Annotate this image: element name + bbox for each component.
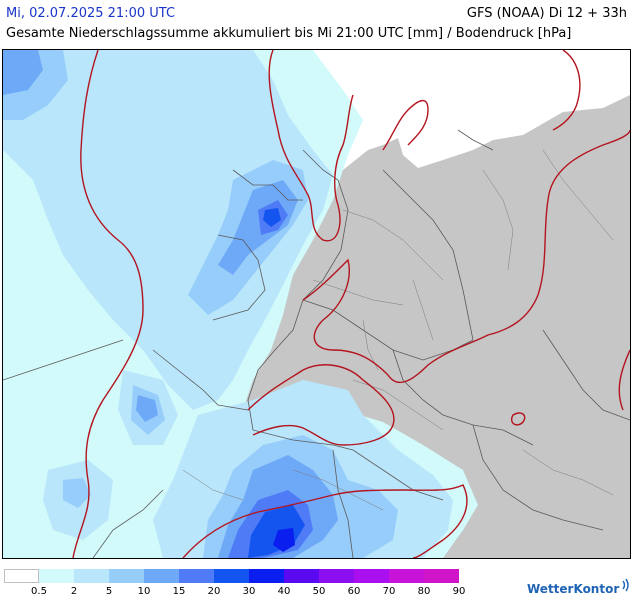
legend-label: 5 (105, 586, 113, 597)
valid-time: Mi, 02.07.2025 21:00 UTC (6, 6, 176, 21)
legend-label: 80 (417, 586, 431, 597)
model-run: GFS (NOAA) Di 12 + 33h (466, 6, 627, 21)
sea-area-baltic (433, 50, 533, 85)
precip-5-w (63, 478, 91, 508)
legend-swatch (39, 569, 74, 583)
sea-area (303, 50, 630, 180)
legend-swatch (424, 569, 459, 583)
legend-label: 20 (207, 586, 221, 597)
legend-label: 60 (347, 586, 361, 597)
legend-label: 30 (242, 586, 256, 597)
precip-10 (3, 50, 43, 95)
legend-swatch (319, 569, 354, 583)
precipitation-legend: 0.5 2 5 10 15 20 30 40 50 60 70 80 90 (4, 569, 504, 600)
legend-swatch (74, 569, 109, 583)
legend-label: 50 (312, 586, 326, 597)
signal-icon (622, 578, 629, 592)
map-canvas (3, 50, 630, 558)
map-title: Gesamte Niederschlagssumme akkumuliert b… (6, 26, 572, 41)
legend-swatch (214, 569, 249, 583)
regional-borders (182, 149, 614, 511)
legend-label: 2 (70, 586, 78, 597)
legend-swatch (389, 569, 424, 583)
legend-swatch (179, 569, 214, 583)
legend-label: 15 (172, 586, 186, 597)
legend-swatch (109, 569, 144, 583)
isobars (72, 50, 630, 558)
legend-label: 0.5 (31, 586, 47, 597)
precip-10-mid (136, 395, 158, 422)
legend-label: 10 (137, 586, 151, 597)
legend-swatch (354, 569, 389, 583)
legend-swatch (4, 569, 39, 583)
precip-2 (3, 50, 333, 410)
legend-label: 70 (382, 586, 396, 597)
legend-swatch (249, 569, 284, 583)
legend-label: 90 (452, 586, 466, 597)
legend-swatch (284, 569, 319, 583)
legend-label: 40 (277, 586, 291, 597)
precip-20 (263, 208, 281, 227)
legend-swatch (144, 569, 179, 583)
precipitation-map (2, 49, 631, 559)
brand-logo[interactable]: WetterKontor (527, 582, 620, 596)
precip-30-south (273, 528, 295, 552)
